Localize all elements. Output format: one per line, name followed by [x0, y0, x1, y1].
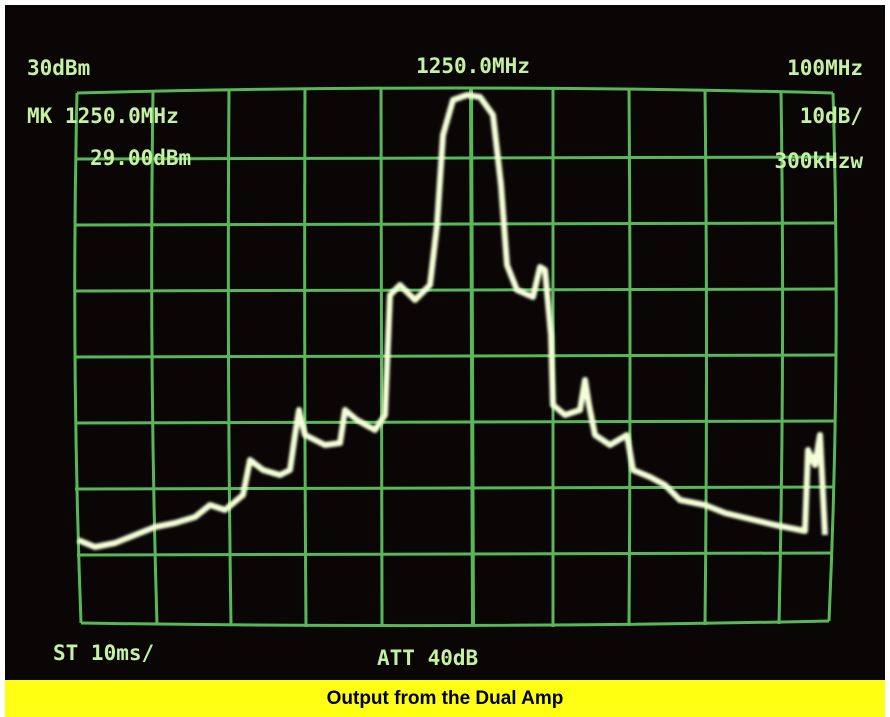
analyzer-photo: 30dBm 1250.0MHz 100MHz MK 1250.0MHz 10dB… [5, 5, 885, 680]
center-freq: 1250.0MHz [416, 54, 530, 78]
ref-level: 30dBm [27, 56, 90, 80]
caption: Output from the Dual Amp [5, 680, 885, 717]
attenuation: ATT 40dB [377, 646, 478, 670]
sweep-time: ST 10ms/ [53, 641, 154, 665]
marker-freq: MK 1250.0MHz [27, 104, 179, 128]
scale: 10dB/ [800, 104, 863, 128]
span: 100MHz [787, 56, 863, 80]
marker-level: 29.00dBm [90, 146, 191, 170]
page: 30dBm 1250.0MHz 100MHz MK 1250.0MHz 10dB… [0, 0, 890, 717]
analyzer-screen: 30dBm 1250.0MHz 100MHz MK 1250.0MHz 10dB… [5, 5, 885, 680]
rbw: 300kHzw [774, 149, 863, 173]
